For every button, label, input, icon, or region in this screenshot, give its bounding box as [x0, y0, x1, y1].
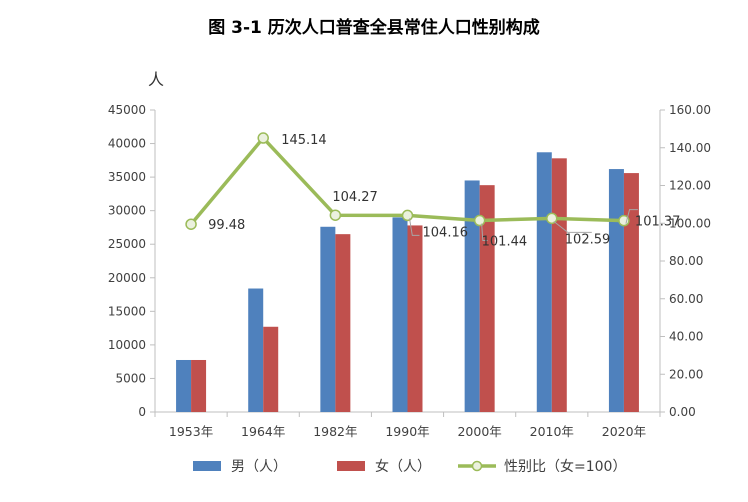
x-tick-label: 1982年 [313, 424, 357, 439]
legend-label: 女（人） [375, 458, 431, 475]
data-label-leader [481, 223, 488, 242]
y-right-tick-label: 80.00 [669, 254, 703, 268]
y-left-tick-label: 35000 [108, 170, 146, 184]
bar-male [464, 180, 480, 412]
y-left-tick-label: 5000 [115, 371, 146, 385]
y-left-tick-label: 45000 [108, 103, 146, 117]
legend-label: 性别比（女=100） [504, 458, 626, 475]
chart-title: 图 3-1 历次人口普查全县常住人口性别构成 [208, 17, 540, 38]
y-left-tick-label: 15000 [108, 304, 146, 318]
sex-ratio-data-label: 102.59 [565, 232, 611, 247]
bar-male [320, 226, 336, 412]
bar-male [176, 359, 192, 412]
y-right-tick-label: 40.00 [669, 330, 703, 344]
legend-item-0: 男（人） [193, 459, 287, 475]
bar-male [608, 169, 624, 412]
y-left-tick-label: 10000 [108, 338, 146, 352]
y-axis-left-label: 人 [148, 70, 164, 89]
legend: 男（人） 女（人） 性别比（女=100） [193, 458, 626, 475]
bar-male [248, 288, 264, 412]
y-left-tick-label: 25000 [108, 237, 146, 251]
x-tick-label: 1990年 [385, 424, 429, 439]
legend-swatch [337, 461, 365, 471]
y-right-tick-label: 140.00 [669, 141, 711, 155]
bar-female [479, 185, 495, 412]
legend-swatch [193, 461, 221, 471]
y-left-tick-label: 40000 [108, 137, 146, 151]
bar-female [191, 359, 207, 412]
sex-ratio-marker [257, 132, 269, 144]
legend-label: 男（人） [231, 459, 287, 475]
legend-marker [471, 460, 483, 472]
y-right-tick-label: 0.00 [669, 405, 696, 419]
sex-ratio-data-label: 104.16 [423, 225, 469, 240]
bar-female [263, 326, 279, 412]
y-right-tick-label: 160.00 [669, 103, 711, 117]
x-tick-label: 2020年 [602, 424, 646, 439]
data-label-leader [625, 209, 638, 224]
y-left-tick-label: 20000 [108, 271, 146, 285]
sex-ratio-data-label: 145.14 [281, 133, 327, 148]
y-right-tick-label: 120.00 [669, 179, 711, 193]
bar-male [536, 152, 552, 412]
x-tick-label: 1964年 [241, 424, 285, 439]
sex-ratio-marker [473, 214, 486, 227]
sex-ratio-marker [401, 209, 414, 222]
bar-female [335, 234, 351, 412]
data-label-leader [409, 218, 420, 236]
bar-male [392, 217, 408, 412]
y-left-tick-label: 0 [138, 405, 146, 419]
sex-ratio-data-label: 101.44 [482, 235, 527, 250]
legend-item-1: 女（人） [337, 458, 431, 475]
y-left-tick-label: 30000 [108, 204, 146, 218]
x-tick-label: 2000年 [457, 424, 501, 439]
bar-female [407, 225, 423, 412]
x-tick-label: 1953年 [169, 424, 213, 439]
y-right-tick-label: 60.00 [669, 292, 703, 306]
x-tick-label: 2010年 [530, 424, 574, 439]
sex-ratio-marker [329, 209, 342, 221]
data-label-leader [553, 220, 592, 233]
y-right-tick-label: 100.00 [669, 216, 711, 230]
sex-ratio-data-label: 101.37 [635, 215, 681, 230]
sex-ratio-marker [185, 218, 197, 230]
bar-female [551, 158, 567, 412]
sex-ratio-marker [546, 212, 558, 225]
sex-ratio-data-label: 99.48 [208, 218, 245, 233]
sex-ratio-data-label: 104.27 [332, 190, 378, 205]
y-right-tick-label: 20.00 [669, 367, 703, 381]
legend-item-2: 性别比（女=100） [458, 458, 626, 475]
bar-female [623, 173, 639, 412]
plot-area: 0 5000 10000 15000 20000 25000 30000 35000 40000… [108, 103, 711, 439]
